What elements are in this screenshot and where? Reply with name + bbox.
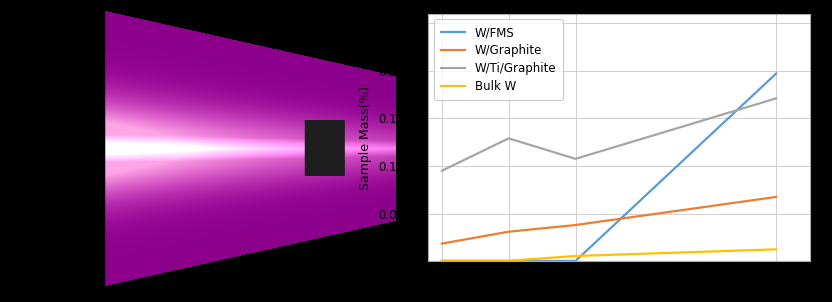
W/Ti/Graphite: [771, 97, 781, 100]
Bulk W: [437, 259, 447, 262]
W/FMS: [437, 259, 447, 263]
Y-axis label: Sample Mass(%): Sample Mass(%): [359, 85, 373, 190]
X-axis label: Test Tme(sec): Test Tme(sec): [567, 290, 671, 302]
Bulk W: [503, 259, 513, 262]
W/Graphite: [571, 223, 581, 227]
W/FMS: [771, 72, 781, 76]
W/Graphite: [771, 195, 781, 199]
W/Graphite: [437, 242, 447, 246]
Bulk W: [771, 248, 781, 251]
W/FMS: [503, 259, 513, 263]
Line: W/Ti/Graphite: W/Ti/Graphite: [442, 98, 776, 171]
W/Ti/Graphite: [571, 157, 581, 161]
W/FMS: [571, 259, 581, 263]
W/Ti/Graphite: [503, 137, 513, 140]
Bulk W: [571, 254, 581, 258]
Legend: W/FMS, W/Graphite, W/Ti/Graphite, Bulk W: W/FMS, W/Graphite, W/Ti/Graphite, Bulk W: [434, 20, 563, 100]
W/Graphite: [503, 230, 513, 233]
Line: W/FMS: W/FMS: [442, 74, 776, 261]
W/Ti/Graphite: [437, 169, 447, 172]
Line: Bulk W: Bulk W: [442, 249, 776, 261]
Line: W/Graphite: W/Graphite: [442, 197, 776, 244]
